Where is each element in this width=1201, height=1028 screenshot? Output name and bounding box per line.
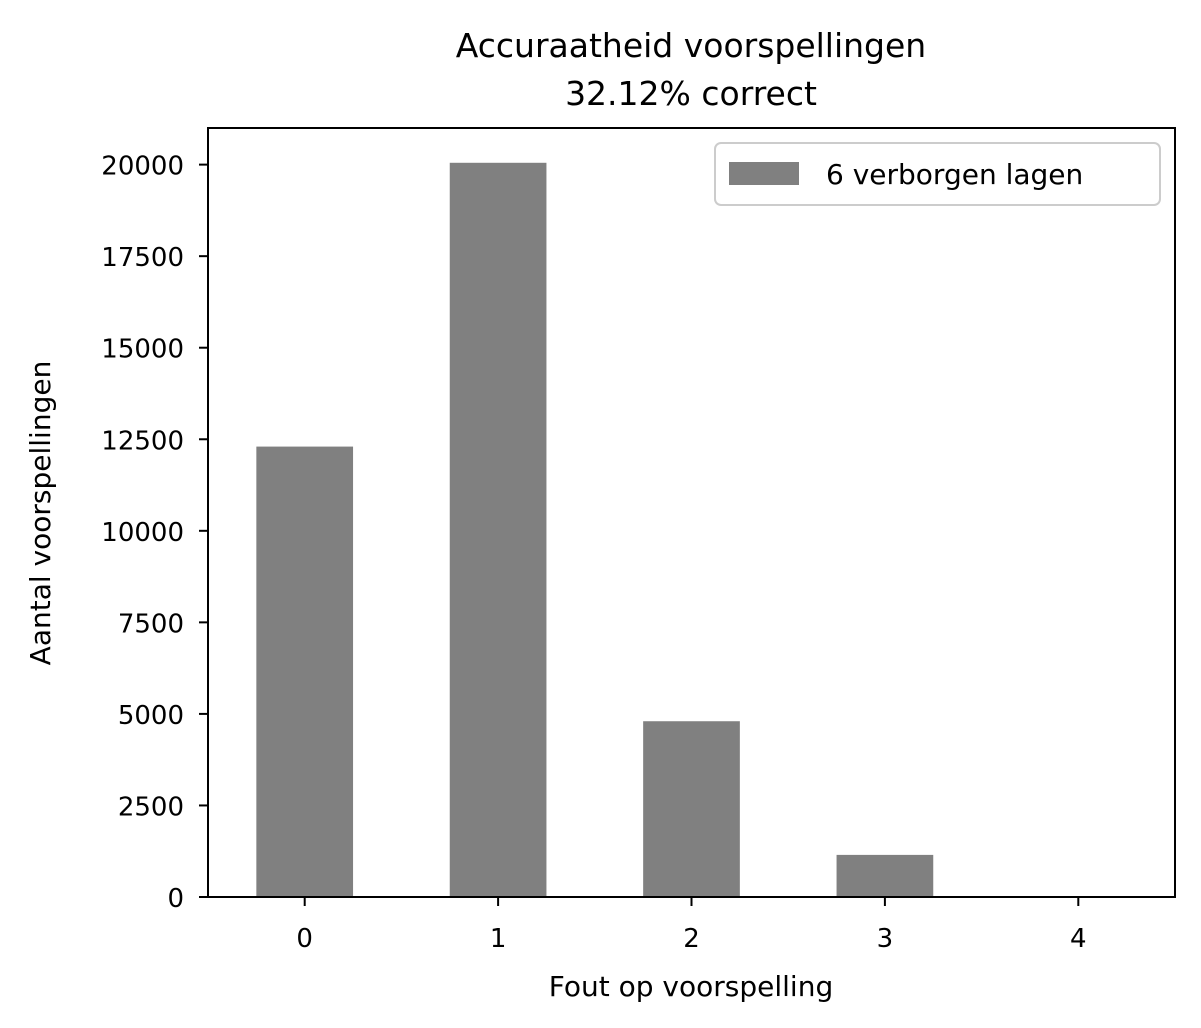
- y-tick-label: 15000: [101, 335, 184, 365]
- bar-1: [449, 162, 547, 898]
- x-tick-label: 1: [490, 924, 507, 954]
- bar-3: [836, 854, 934, 897]
- legend-frame: [714, 142, 1161, 206]
- y-axis-label: Aantal voorspellingen: [24, 361, 57, 666]
- legend-label: 6 verborgen lagen: [826, 158, 1083, 191]
- y-tick-label: 20000: [101, 152, 184, 182]
- y-tick-label: 17500: [101, 243, 184, 273]
- x-axis-ticks: 0 1 2 3 4: [296, 897, 1087, 954]
- legend: 6 verborgen lagen: [714, 142, 1161, 206]
- y-tick-label: 0: [167, 884, 184, 914]
- chart-title-line-1: Accuraatheid voorspellingen: [456, 26, 926, 65]
- y-tick-label: 12500: [101, 426, 184, 456]
- y-tick-label: 10000: [101, 518, 184, 548]
- bar-2: [643, 721, 740, 897]
- x-axis-label: Fout op voorspelling: [549, 970, 833, 1003]
- y-tick-label: 2500: [118, 792, 184, 822]
- y-tick-label: 7500: [118, 609, 184, 639]
- bar-0: [256, 446, 354, 897]
- x-tick-label: 4: [1070, 924, 1087, 954]
- plot-area-frame: [207, 127, 1176, 898]
- x-tick-label: 0: [296, 924, 313, 954]
- y-tick-label: 5000: [118, 701, 184, 731]
- x-tick-label: 2: [683, 924, 700, 954]
- y-axis-ticks: 0 2500 5000 7500 10000 12500 15000 17500 20000: [101, 152, 208, 914]
- chart-title-line-2: 32.12% correct: [565, 74, 817, 113]
- bars: [256, 162, 934, 898]
- legend-swatch: [729, 162, 799, 185]
- x-tick-label: 3: [877, 924, 894, 954]
